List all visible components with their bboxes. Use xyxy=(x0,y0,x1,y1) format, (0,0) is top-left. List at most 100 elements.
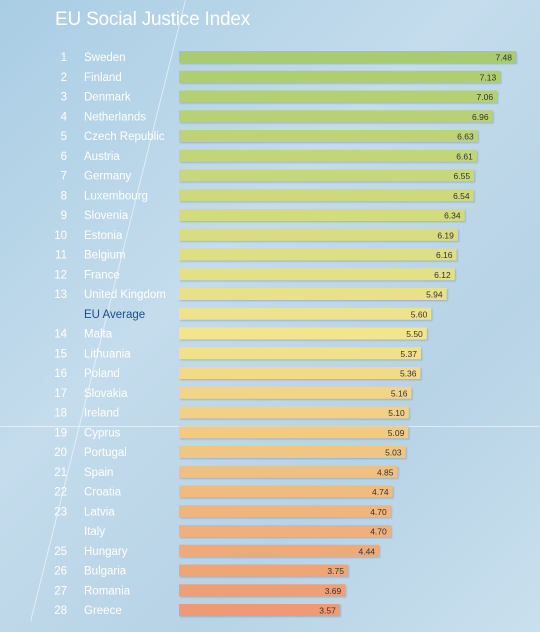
bar xyxy=(179,228,458,241)
bar xyxy=(179,485,393,498)
country-label: Estonia xyxy=(84,230,123,242)
country-label: Ireland xyxy=(84,408,119,420)
country-label: Cyprus xyxy=(84,427,121,439)
rank-label: 4 xyxy=(61,111,68,123)
bar-value-label: 6.19 xyxy=(437,230,454,240)
country-label: Germany xyxy=(84,171,132,183)
country-label: Slovenia xyxy=(84,210,129,222)
bar-value-label: 6.61 xyxy=(456,151,473,161)
rank-label: 3 xyxy=(61,92,67,104)
country-label: Poland xyxy=(84,368,120,380)
country-label: Greece xyxy=(84,605,122,617)
rank-label: 14 xyxy=(54,329,67,341)
bar-value-label: 7.13 xyxy=(480,72,497,82)
country-label: Italy xyxy=(84,526,105,538)
rank-label: 16 xyxy=(54,368,67,380)
country-label: Denmark xyxy=(84,92,131,104)
bar-value-label: 3.69 xyxy=(325,586,342,596)
country-label: Bulgaria xyxy=(84,566,127,578)
country-label: Belgium xyxy=(84,250,126,262)
country-label: Netherlands xyxy=(84,111,146,123)
bar-value-label: 7.48 xyxy=(495,53,512,63)
country-label: Malta xyxy=(84,329,113,341)
bar-value-label: 5.36 xyxy=(400,369,417,379)
country-label: Spain xyxy=(84,467,113,479)
bar-value-label: 6.55 xyxy=(454,171,471,181)
bar xyxy=(179,386,412,399)
bar-value-label: 5.03 xyxy=(385,448,402,458)
country-label: Croatia xyxy=(84,487,122,499)
bar xyxy=(179,130,478,142)
bar-value-label: 5.09 xyxy=(388,428,405,438)
rank-label: 6 xyxy=(61,151,67,163)
chart-title: EU Social Justice Index xyxy=(55,9,250,30)
bar-value-label: 4.44 xyxy=(358,546,375,556)
bar-value-label: 4.70 xyxy=(370,527,387,537)
bar xyxy=(179,604,340,616)
rank-label: 26 xyxy=(54,566,67,578)
bar-value-label: 6.16 xyxy=(436,250,453,260)
rank-label: 22 xyxy=(54,487,67,499)
bar xyxy=(179,70,501,83)
country-label: Luxembourg xyxy=(84,190,148,202)
bar xyxy=(179,248,457,261)
country-label: France xyxy=(84,269,120,281)
bar xyxy=(179,564,348,577)
bar-value-label: 4.74 xyxy=(372,487,389,497)
eu-average-label: EU Average xyxy=(84,309,145,321)
rank-label: 17 xyxy=(54,388,67,400)
bar xyxy=(179,426,409,439)
bar xyxy=(179,169,475,182)
country-label: Sweden xyxy=(84,52,126,64)
rank-label: 9 xyxy=(61,210,67,222)
eu-average-bar xyxy=(179,307,432,320)
bar-value-label: 6.12 xyxy=(434,270,451,280)
country-label: Romania xyxy=(84,585,131,597)
bar-value-label: 7.06 xyxy=(477,92,494,102)
bar-value-label: 5.10 xyxy=(388,408,405,418)
country-label: Finland xyxy=(84,72,122,84)
rank-label: 21 xyxy=(54,467,67,479)
rank-label: 18 xyxy=(54,408,67,420)
bar-value-label: 5.37 xyxy=(400,349,417,359)
bar xyxy=(179,367,421,379)
rank-label: 7 xyxy=(61,171,67,183)
bar-value-label: 6.96 xyxy=(472,112,489,122)
rank-label: 19 xyxy=(54,427,67,439)
bar xyxy=(179,584,346,597)
bar xyxy=(179,446,406,458)
bar-value-label: 4.85 xyxy=(377,467,394,477)
country-label: Austria xyxy=(84,151,120,163)
bar-value-label: 5.16 xyxy=(391,388,408,398)
country-label: United Kingdom xyxy=(84,289,166,301)
bar-value-label: 6.54 xyxy=(453,191,470,201)
bar xyxy=(179,406,409,419)
rank-label: 5 xyxy=(61,131,67,143)
bar-value-label: 6.63 xyxy=(457,132,474,142)
bar-value-label: 5.60 xyxy=(411,309,428,319)
rank-label: 25 xyxy=(54,546,67,558)
country-label: Slovakia xyxy=(84,388,128,400)
country-label: Portugal xyxy=(84,447,127,459)
rank-label: 10 xyxy=(54,230,67,242)
bar xyxy=(179,110,493,123)
country-label: Hungary xyxy=(84,546,128,558)
bar xyxy=(179,544,380,557)
rank-label: 2 xyxy=(61,72,67,84)
bar xyxy=(179,209,465,221)
rank-label: 28 xyxy=(54,605,67,617)
rank-label: 27 xyxy=(54,585,67,597)
country-label: Lithuania xyxy=(84,348,131,360)
bar-value-label: 3.57 xyxy=(319,606,336,616)
rank-label: 1 xyxy=(61,52,67,64)
country-label: Czech Republic xyxy=(84,131,165,143)
rank-label: 13 xyxy=(54,289,67,301)
bar xyxy=(179,465,398,478)
bar xyxy=(179,189,474,202)
bar xyxy=(179,51,516,63)
bar xyxy=(179,505,391,518)
bar xyxy=(179,327,427,340)
bar-value-label: 5.50 xyxy=(406,329,423,339)
bar xyxy=(179,525,391,537)
